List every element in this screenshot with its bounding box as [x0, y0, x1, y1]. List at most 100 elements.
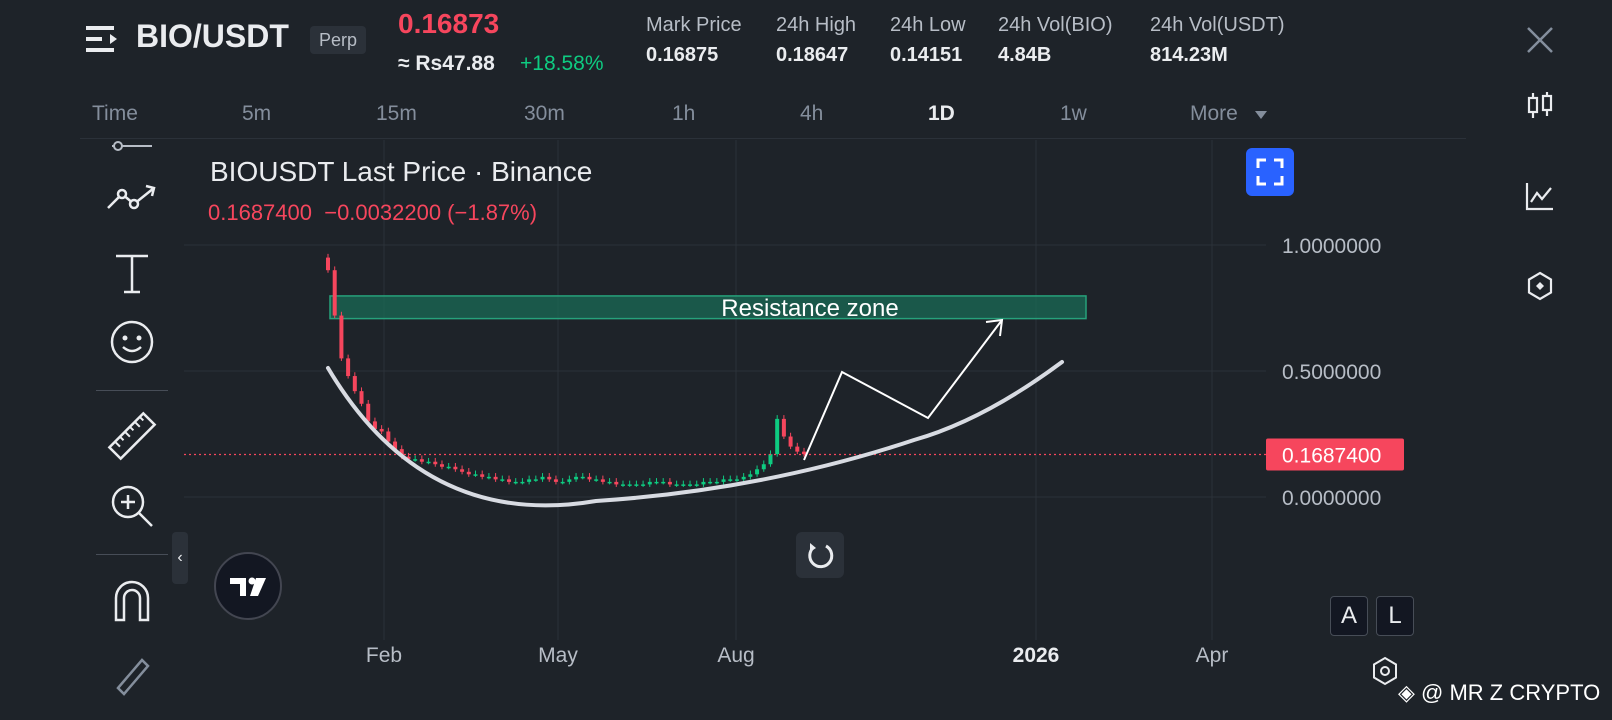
close-icon[interactable] — [1524, 24, 1556, 56]
candle-body — [433, 461, 438, 465]
brush-icon[interactable] — [106, 648, 158, 700]
toolbar-divider — [96, 390, 168, 391]
candle-body — [540, 476, 545, 480]
price-change-percent: +18.58% — [520, 52, 604, 75]
high-24h-label: 24h High — [776, 14, 857, 36]
timeframe-divider — [80, 138, 1466, 139]
candles — [326, 253, 806, 487]
y-tick-label: 1.0000000 — [1282, 235, 1381, 258]
candle-body — [419, 459, 424, 462]
candle-body — [627, 484, 632, 486]
fullscreen-icon — [1256, 158, 1284, 186]
menu-icon[interactable] — [86, 24, 120, 54]
candle-body — [567, 479, 572, 482]
fullscreen-button[interactable] — [1246, 148, 1294, 196]
candle-body — [641, 484, 646, 486]
vol-quote-value: 814.23M — [1150, 44, 1228, 66]
vol-base-label: 24h Vol(BIO) — [998, 14, 1113, 36]
x-tick-label: 2026 — [1013, 644, 1060, 667]
zoom-in-icon[interactable] — [106, 480, 158, 532]
candle-body — [600, 479, 605, 482]
chart-settings-icon[interactable] — [1370, 656, 1400, 686]
candle-body — [681, 484, 686, 486]
tf-time[interactable]: Time — [92, 102, 138, 125]
line-tool-icon[interactable] — [106, 132, 158, 158]
tf-1w[interactable]: 1w — [1060, 102, 1087, 125]
candle-body — [426, 461, 431, 464]
binance-logo-icon: ◈ — [1398, 680, 1422, 705]
candlestick-icon[interactable] — [1524, 90, 1556, 122]
candle-body — [372, 421, 377, 429]
emoji-icon[interactable] — [106, 316, 158, 368]
candle-body — [359, 391, 364, 404]
candle-body — [507, 479, 512, 482]
candle-body — [527, 479, 532, 482]
reset-chart-button[interactable] — [796, 532, 844, 578]
local-currency-price: ≈ Rs47.88 — [398, 52, 495, 75]
trend-line-icon[interactable] — [106, 176, 158, 228]
tf-5m[interactable]: 5m — [242, 102, 272, 125]
candle-body — [366, 403, 371, 422]
candle-body — [721, 479, 726, 482]
candle-body — [580, 476, 585, 479]
candle-body — [694, 484, 699, 486]
candle-body — [460, 469, 465, 472]
candle-body — [775, 418, 780, 455]
candle-body — [647, 481, 652, 485]
tf-1h[interactable]: 1h — [672, 102, 696, 125]
tf-15m[interactable]: 15m — [376, 102, 417, 125]
mark-price-value: 0.16875 — [646, 44, 719, 66]
y-tick-label: 0.0000000 — [1282, 487, 1381, 510]
auto-scale-button[interactable]: A — [1330, 596, 1368, 636]
trading-pair-title[interactable]: BIO/USDT — [136, 18, 289, 54]
projection-arrowhead — [985, 318, 1004, 337]
tradingview-logo — [214, 552, 282, 620]
candle-body — [728, 479, 733, 481]
candle-body — [587, 476, 592, 480]
collapse-toolbar-button[interactable]: ‹ — [172, 532, 188, 584]
price-chart[interactable]: Resistance zone 0.1687400 1.0000000 0.500… — [184, 140, 1470, 700]
ruler-icon[interactable] — [106, 410, 158, 462]
candle-body — [634, 484, 639, 486]
chevron-down-icon[interactable] — [1254, 110, 1268, 120]
chart-grid — [184, 140, 1266, 640]
candle-body — [553, 479, 558, 482]
tf-30m[interactable]: 30m — [524, 102, 565, 125]
magnet-icon[interactable] — [106, 574, 158, 626]
candle-body — [399, 449, 404, 457]
candle-body — [674, 484, 679, 486]
candle-body — [439, 464, 444, 467]
indicators-icon[interactable] — [1524, 180, 1556, 212]
candle-body — [654, 481, 659, 484]
candle-body — [667, 481, 672, 485]
vol-quote-label: 24h Vol(USDT) — [1150, 14, 1285, 36]
log-scale-button[interactable]: L — [1376, 596, 1414, 636]
candle-body — [708, 481, 713, 484]
tf-more[interactable]: More — [1190, 102, 1238, 125]
candle-body — [346, 358, 351, 377]
hexagon-settings-icon[interactable] — [1524, 270, 1556, 302]
candle-body — [768, 454, 773, 465]
chart-title: BIOUSDT Last Price · Binance — [210, 156, 593, 187]
candle-body — [379, 428, 384, 432]
candle-body — [339, 315, 344, 359]
watermark: ◈ @ MR Z CRYPTO — [1398, 680, 1600, 706]
axis-labels: 1.0000000 0.5000000 0.0000000 Feb May Aug 2026… — [366, 235, 1381, 667]
text-tool-icon[interactable] — [106, 248, 158, 300]
candle-body — [701, 481, 706, 485]
candle-body — [326, 257, 330, 271]
candle-body — [661, 481, 666, 484]
high-24h-value: 0.18647 — [776, 44, 849, 66]
candle-body — [734, 479, 739, 481]
candle-body — [446, 466, 451, 469]
tf-4h[interactable]: 4h — [800, 102, 824, 125]
tf-1d[interactable]: 1D — [928, 102, 955, 125]
current-price-tag — [1266, 438, 1404, 471]
candle-body — [486, 476, 491, 479]
candle-body — [688, 484, 693, 486]
y-tick-label: 0.5000000 — [1282, 361, 1381, 384]
resistance-zone-box — [329, 295, 1087, 320]
projection-path — [803, 319, 1003, 461]
candle-body — [748, 474, 753, 477]
candle-body — [574, 476, 579, 480]
